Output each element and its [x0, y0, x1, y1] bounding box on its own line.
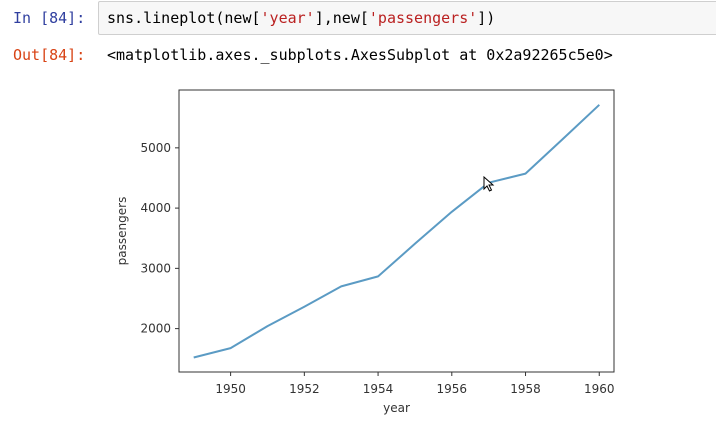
- plot-area-frame: [179, 90, 614, 372]
- x-tick-label: 1954: [363, 382, 394, 396]
- code-string-year: 'year': [261, 9, 315, 27]
- y-axis-label: passengers: [115, 197, 129, 266]
- x-axis-label: year: [383, 401, 410, 415]
- x-tick-label: 1960: [584, 382, 615, 396]
- code-prefix: sns.lineplot(new[: [107, 9, 261, 27]
- x-tick-label: 1956: [437, 382, 468, 396]
- y-tick-label: 3000: [140, 261, 171, 275]
- code-mid: ],new[: [315, 9, 369, 27]
- output-text: <matplotlib.axes._subplots.AxesSubplot a…: [107, 45, 613, 65]
- y-tick-label: 4000: [140, 201, 171, 215]
- y-tick-label: 5000: [140, 141, 171, 155]
- output-prompt: Out[84]:: [13, 45, 85, 65]
- x-tick-label: 1950: [215, 382, 246, 396]
- y-tick-label: 2000: [140, 322, 171, 336]
- line-chart: 1950 1952 1954 1956 1958 1960 2000 3000 4000 5000…: [100, 80, 640, 426]
- input-cell: In [84]: sns.lineplot(new['year'],new['p…: [0, 0, 716, 37]
- mouse-cursor-icon: [483, 176, 495, 196]
- code-suffix: ]): [477, 9, 495, 27]
- code-editor[interactable]: sns.lineplot(new['year'],new['passengers…: [98, 1, 716, 35]
- x-tick-label: 1958: [510, 382, 541, 396]
- chart-svg: 1950 1952 1954 1956 1958 1960 2000 3000 4000 5000…: [100, 80, 640, 426]
- code-string-passengers: 'passengers': [369, 9, 477, 27]
- x-tick-label: 1952: [289, 382, 320, 396]
- code-text[interactable]: sns.lineplot(new['year'],new['passengers…: [107, 8, 495, 28]
- input-prompt: In [84]:: [13, 8, 85, 28]
